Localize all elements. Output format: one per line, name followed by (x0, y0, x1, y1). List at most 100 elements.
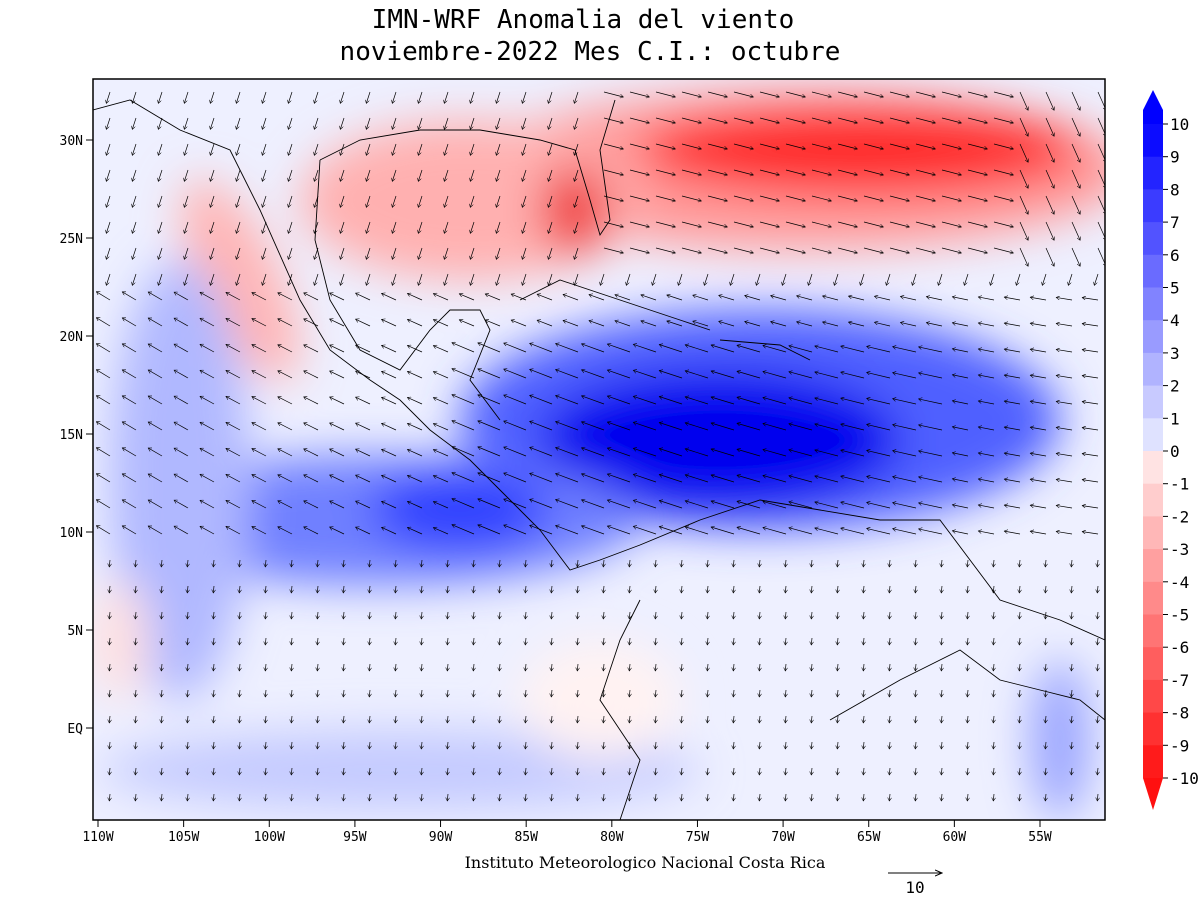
wind-arrow (369, 611, 370, 619)
wind-arrow (213, 767, 214, 775)
wind-arrow (522, 273, 527, 285)
colorbar-box (1143, 745, 1163, 779)
wind-arrow (470, 195, 475, 207)
wind-arrow (407, 449, 423, 457)
wind-arrow (1082, 376, 1099, 379)
lon-tick-label: 65W (857, 830, 881, 845)
wind-arrow (1030, 401, 1047, 405)
wind-arrow (239, 611, 240, 619)
wind-arrow (187, 689, 188, 697)
colorbar-box (1143, 352, 1163, 387)
wind-arrow (815, 372, 839, 379)
wind-arrow (135, 637, 136, 645)
wind-arrow (1082, 506, 1099, 509)
wind-arrow (132, 91, 137, 103)
wind-arrow (926, 297, 943, 301)
wind-arrow (314, 221, 319, 233)
wind-arrow (863, 611, 864, 619)
wind-arrow (577, 689, 578, 697)
colorbar-box (1143, 189, 1163, 223)
wind-arrow (867, 372, 891, 379)
wind-arrow (407, 397, 423, 405)
wind-arrow (343, 715, 344, 723)
colorbar-label: -9 (1170, 736, 1189, 755)
wind-arrow (659, 475, 683, 483)
wind-arrow (577, 767, 578, 775)
wind-arrow (841, 346, 865, 353)
wind-arrow (919, 373, 943, 379)
wind-arrow (187, 741, 188, 749)
wind-arrow (317, 637, 318, 645)
wind-arrow (863, 247, 883, 253)
wind-arrow (135, 793, 136, 801)
lat-tick-label: 15N (60, 428, 83, 443)
wind-arrow (837, 221, 857, 227)
wind-arrow (530, 369, 553, 379)
wind-arrow (252, 345, 267, 353)
wind-arrow (978, 349, 995, 353)
wind-arrow (421, 559, 422, 567)
wind-arrow (863, 221, 883, 227)
wind-arrow (941, 637, 942, 645)
wind-arrow (707, 663, 708, 671)
wind-arrow (109, 715, 110, 723)
wind-arrow (889, 637, 890, 645)
wind-arrow (1004, 505, 1021, 509)
wind-arrow (863, 91, 883, 97)
wind-arrow (470, 221, 475, 233)
wind-arrow (499, 793, 500, 801)
wind-arrow (938, 273, 943, 285)
wind-arrow (893, 347, 917, 353)
wind-arrow (226, 318, 241, 327)
wind-arrow (1045, 637, 1046, 645)
wind-arrow (693, 321, 709, 327)
wind-arrow (581, 344, 605, 353)
colorbar-label: -1 (1170, 475, 1189, 494)
wind-arrow (811, 663, 812, 671)
wind-arrow (1030, 479, 1047, 483)
wind-arrow (1016, 273, 1021, 285)
wind-arrow (452, 343, 475, 353)
colorbar-box (1143, 418, 1163, 452)
wind-arrow (759, 247, 779, 253)
wind-arrow (106, 169, 111, 181)
colorbar-label: 5 (1170, 279, 1180, 298)
wind-arrow (915, 715, 916, 723)
lon-tick-label: 110W (82, 830, 113, 845)
wind-arrow (1019, 689, 1020, 697)
wind-arrow (96, 499, 111, 509)
wind-arrow (433, 424, 449, 431)
wind-arrow (291, 741, 292, 749)
wind-arrow (789, 398, 813, 405)
wind-arrow (421, 793, 422, 801)
wind-arrow (659, 501, 683, 509)
wind-arrow (707, 91, 727, 97)
wind-arrow (919, 451, 943, 457)
wind-arrow (993, 741, 994, 749)
wind-arrow (252, 293, 267, 301)
wind-arrow (889, 793, 890, 801)
wind-arrow (304, 501, 319, 509)
wind-arrow (356, 293, 371, 301)
wind-arrow (811, 585, 812, 593)
wind-arrow (863, 585, 864, 593)
anomaly-field (93, 79, 1105, 820)
wind-arrow (174, 370, 189, 379)
wind-arrow (1068, 273, 1073, 285)
wind-arrow (314, 273, 319, 285)
wind-arrow (733, 793, 734, 801)
wind-arrow (685, 501, 709, 509)
wind-arrow (574, 221, 579, 233)
wind-arrow (681, 689, 682, 697)
wind-arrow (707, 793, 708, 801)
wind-arrow (759, 559, 760, 567)
wind-arrow (941, 585, 942, 593)
wind-arrow (655, 143, 675, 149)
wind-arrow (815, 502, 839, 509)
lat-tick-label: 30N (60, 134, 83, 149)
wind-arrow (1056, 427, 1073, 431)
wind-arrow (265, 637, 266, 645)
wind-arrow (603, 117, 623, 123)
